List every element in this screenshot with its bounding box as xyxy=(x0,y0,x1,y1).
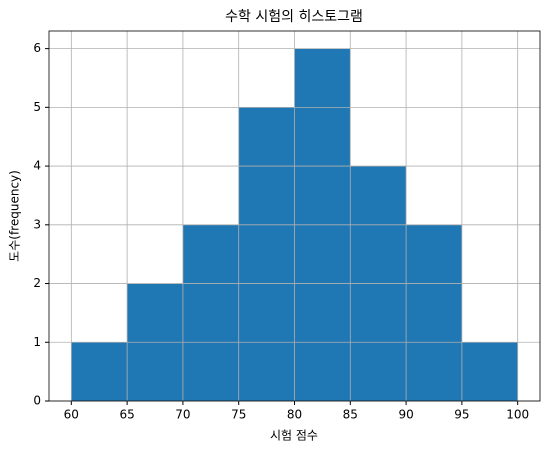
x-tick-label: 65 xyxy=(119,408,134,422)
bar xyxy=(461,342,518,401)
bar xyxy=(182,224,239,401)
x-tick-label: 70 xyxy=(175,408,190,422)
plot-frame xyxy=(48,30,541,402)
y-tick-label: 2 xyxy=(33,276,41,290)
bar xyxy=(71,342,128,401)
x-tick-label: 60 xyxy=(64,408,79,422)
x-tick-label: 95 xyxy=(454,408,469,422)
bar xyxy=(406,224,462,401)
y-tick-label: 6 xyxy=(33,41,41,55)
x-tick-label: 80 xyxy=(287,408,302,422)
x-tick-label: 85 xyxy=(343,408,358,422)
x-tick-label: 75 xyxy=(231,408,246,422)
chart-title: 수학 시험의 히스토그램 xyxy=(225,9,363,25)
y-tick-label: 0 xyxy=(33,394,41,408)
y-tick-label: 3 xyxy=(33,217,41,231)
x-tick-label: 90 xyxy=(398,408,413,422)
y-tick-label: 4 xyxy=(33,159,41,173)
y-tick-label: 5 xyxy=(33,100,41,114)
y-axis-label: 도수(frequency) xyxy=(8,170,22,262)
y-tick-label: 1 xyxy=(33,335,41,349)
x-axis-label: 시험 점수 xyxy=(270,429,318,443)
bar xyxy=(238,107,295,401)
x-tick-label: 100 xyxy=(506,408,529,422)
